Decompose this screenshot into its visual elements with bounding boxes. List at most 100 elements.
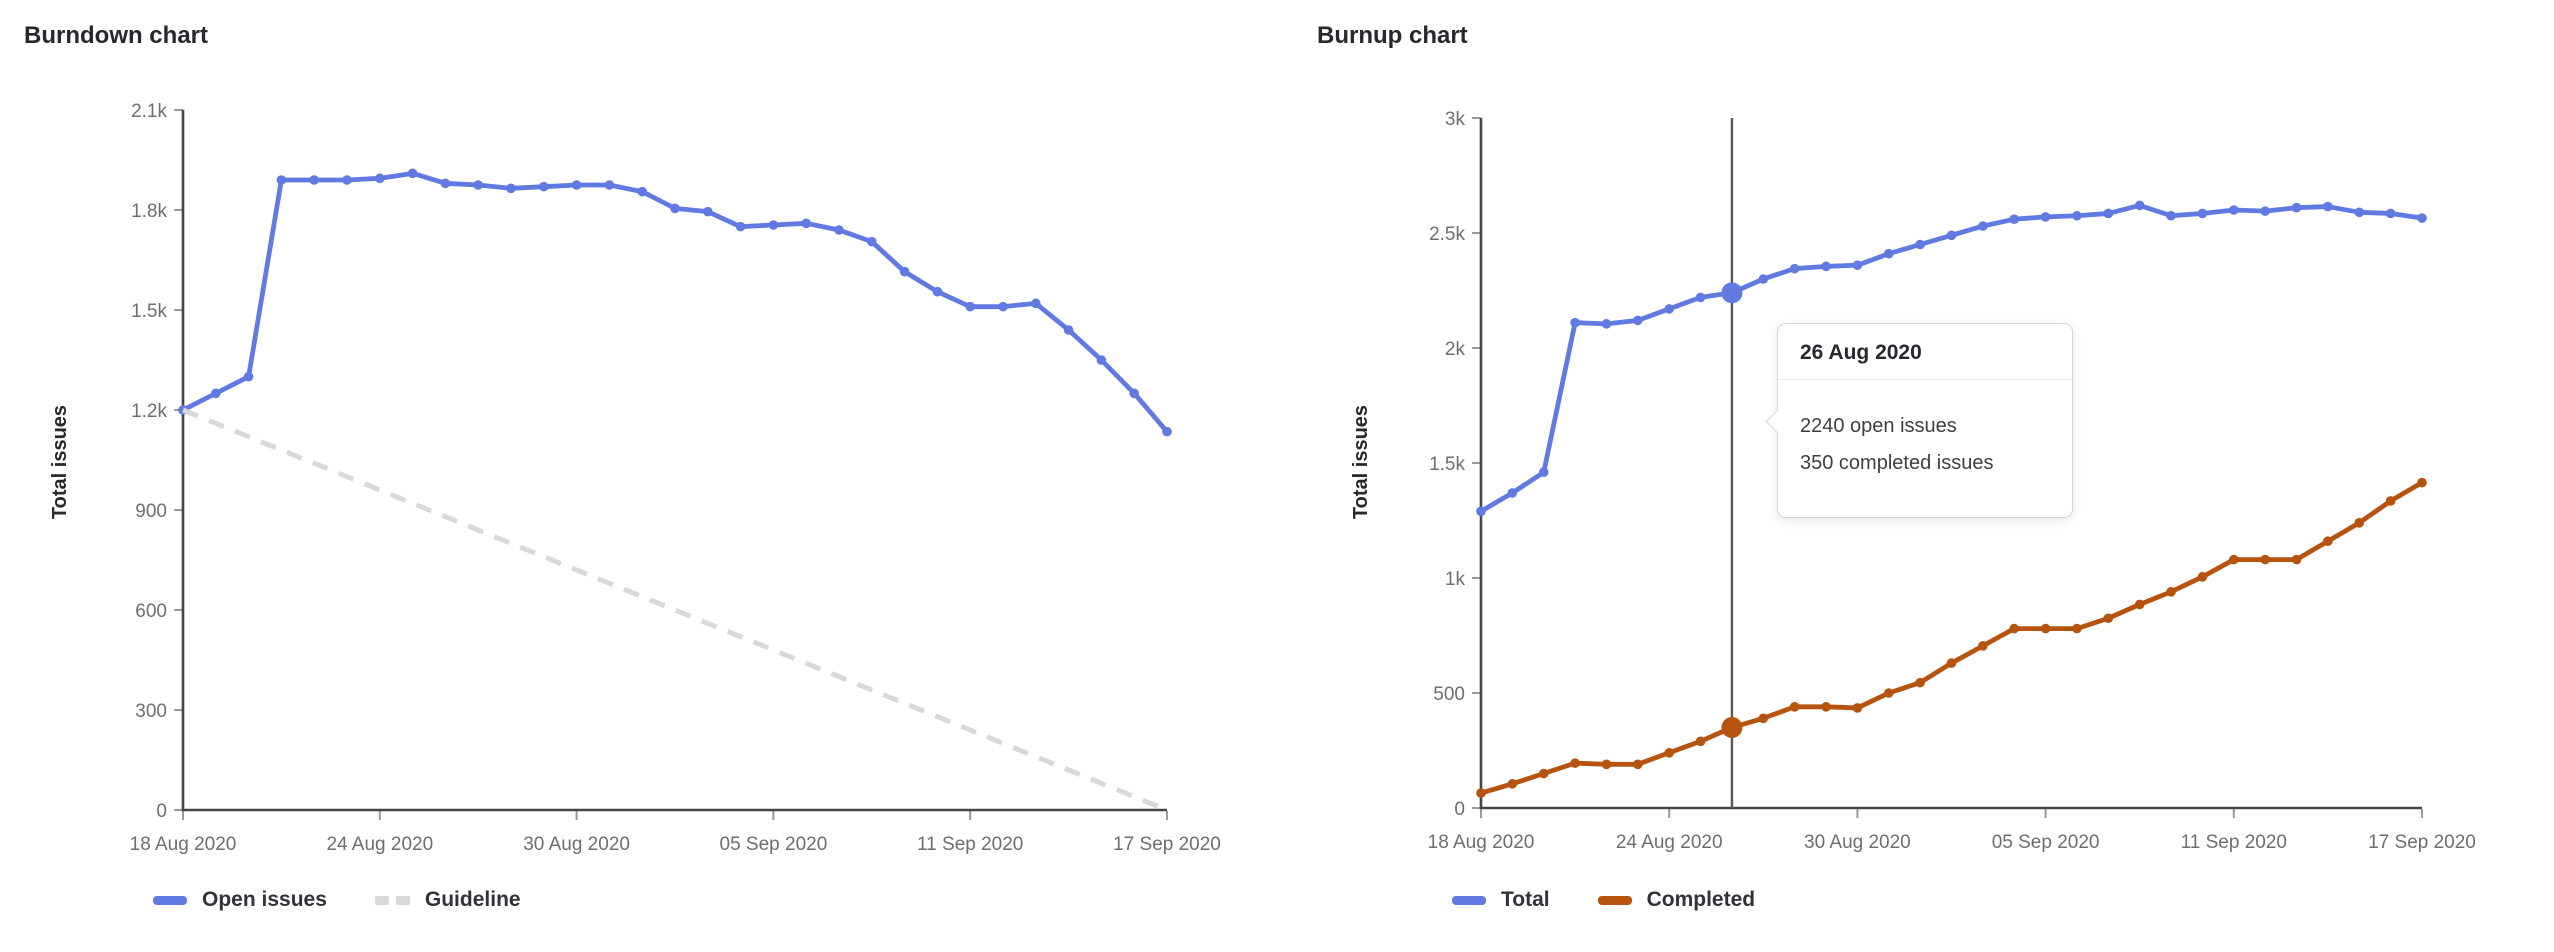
hovered-data-point[interactable] [1721,282,1743,304]
data-point[interactable] [2260,554,2270,565]
data-point[interactable] [243,371,254,382]
data-point[interactable] [1915,239,1925,250]
data-point[interactable] [1570,317,1580,328]
data-point[interactable] [1852,260,1863,271]
data-point[interactable] [2072,210,2082,221]
data-point[interactable] [1538,768,1549,779]
data-point[interactable] [1758,713,1769,724]
data-point[interactable] [2166,210,2176,221]
data-point[interactable] [211,388,221,399]
data-point[interactable] [407,168,418,179]
data-point[interactable] [2260,206,2270,216]
data-point[interactable] [2417,477,2427,488]
data-point[interactable] [1476,506,1486,517]
data-point[interactable] [2072,623,2082,634]
data-point[interactable] [2323,201,2333,212]
data-point[interactable] [1601,759,1612,770]
data-point[interactable] [735,221,746,232]
data-point[interactable] [2134,599,2145,610]
data-point[interactable] [1633,759,1643,770]
data-point[interactable] [1129,388,1139,399]
data-point[interactable] [1789,702,1800,712]
data-point[interactable] [2291,554,2302,565]
data-point[interactable] [1758,274,1769,284]
data-point[interactable] [342,175,352,185]
data-point[interactable] [1946,230,1957,241]
data-point[interactable] [2197,208,2208,219]
data-point[interactable] [2323,536,2333,546]
data-point[interactable] [1695,292,1706,303]
data-point[interactable] [932,286,943,297]
data-point[interactable] [1507,779,1518,789]
data-point[interactable] [375,173,385,184]
data-point[interactable] [768,220,779,230]
data-point[interactable] [2103,613,2114,624]
data-point[interactable] [2354,207,2365,218]
data-point[interactable] [867,236,877,247]
data-point[interactable] [1096,355,1107,365]
data-point[interactable] [801,218,811,229]
data-point[interactable] [604,180,615,190]
data-point[interactable] [1915,677,1925,688]
data-point[interactable] [1852,703,1863,713]
data-point[interactable] [1883,248,1894,259]
data-point[interactable] [2291,202,2302,213]
data-point[interactable] [1978,221,1988,231]
data-point[interactable] [703,206,713,217]
data-point[interactable] [834,225,844,235]
data-point[interactable] [1633,315,1643,326]
data-point[interactable] [1162,426,1172,437]
data-point[interactable] [637,186,647,197]
data-point[interactable] [2009,623,2020,634]
data-point[interactable] [1821,702,1831,712]
data-point[interactable] [473,180,484,190]
legend-item-total: Total [1452,888,1550,912]
data-point[interactable] [276,175,287,185]
data-point[interactable] [1695,736,1706,747]
data-point[interactable] [1063,325,1074,335]
data-point[interactable] [670,203,680,214]
data-point[interactable] [1664,748,1674,758]
data-point[interactable] [1538,467,1549,478]
data-point[interactable] [1789,263,1800,274]
data-point[interactable] [1031,298,1041,309]
data-point[interactable] [2229,205,2239,215]
data-point[interactable] [2166,587,2176,597]
data-point[interactable] [2354,518,2365,528]
data-point[interactable] [1946,658,1957,668]
tooltip-body: 2240 open issues 350 completed issues [1778,380,2072,506]
data-point[interactable] [1664,304,1674,314]
data-point[interactable] [506,183,516,194]
data-point[interactable] [440,178,451,189]
data-point[interactable] [1601,319,1612,329]
data-point[interactable] [2040,623,2051,634]
burndown-chart-area[interactable]: 0 300 600 900 1.2k 1.5k 1.8k 2.1k 18 Aug 2020 24 … [0,0,1277,870]
data-point[interactable] [2134,200,2145,211]
data-point[interactable] [309,175,320,185]
data-point[interactable] [1570,758,1580,768]
data-point[interactable] [2385,496,2396,506]
data-point[interactable] [965,301,975,312]
data-point[interactable] [2385,208,2396,219]
data-point[interactable] [539,181,549,192]
data-point[interactable] [571,180,582,190]
burnup-chart-area[interactable]: 0 500 1k 1.5k 2k 2.5k 3k 18 Aug 2020 24 Aug 2020… [1277,0,2554,870]
data-point[interactable] [2417,213,2427,223]
data-point[interactable] [899,266,910,277]
data-point[interactable] [1821,261,1831,272]
burndown-legend: Open issues Guideline [153,888,521,912]
data-point[interactable] [2040,212,2051,222]
data-point[interactable] [2229,554,2239,565]
x-tick-label: 17 Sep 2020 [1113,834,1221,855]
data-point[interactable] [998,301,1008,312]
data-point[interactable] [2009,214,2020,224]
hovered-data-point[interactable] [1721,717,1743,738]
data-point[interactable] [1978,641,1988,651]
y-tick-label: 1.2k [131,401,167,422]
data-point[interactable] [1883,688,1894,698]
data-point[interactable] [1476,788,1486,798]
data-point[interactable] [1507,488,1518,498]
x-tick-label: 30 Aug 2020 [523,834,630,855]
data-point[interactable] [2103,208,2114,219]
data-point[interactable] [2197,572,2208,582]
